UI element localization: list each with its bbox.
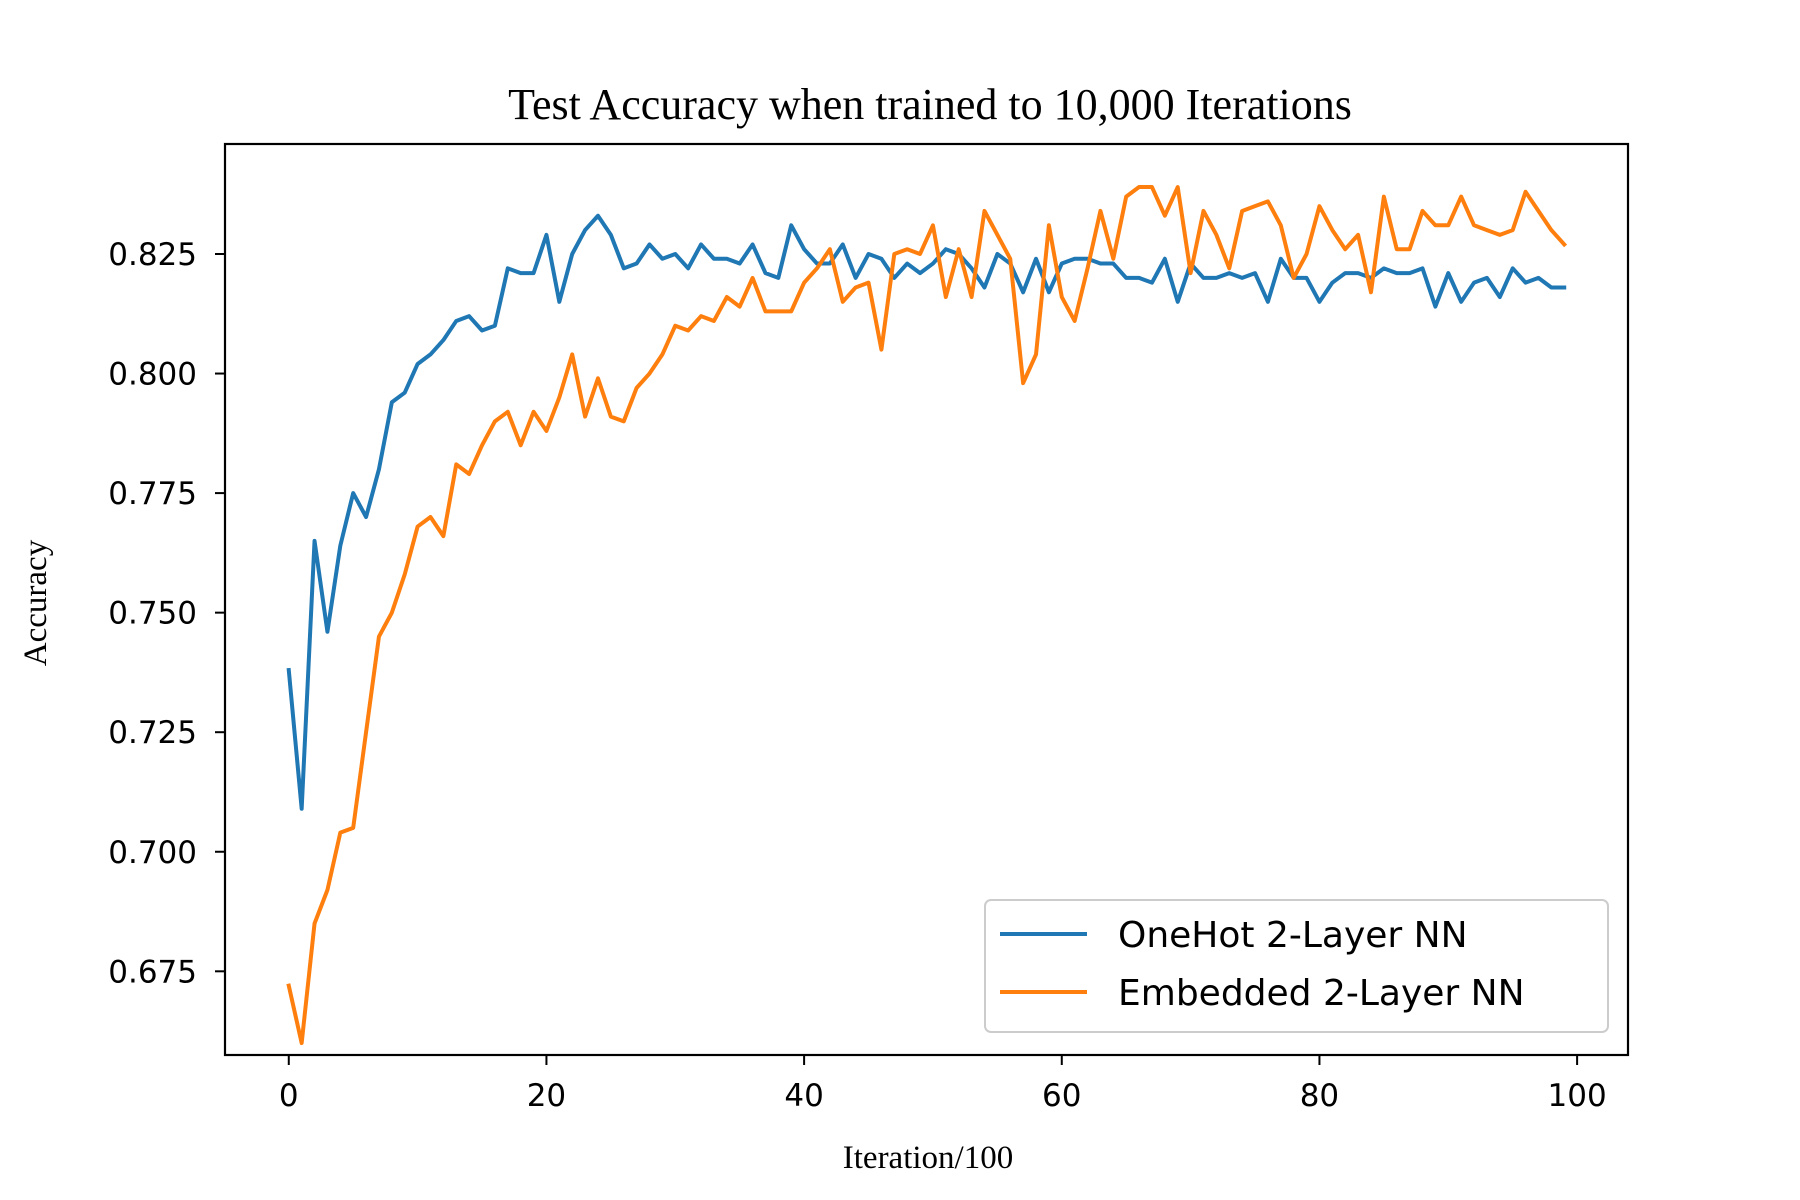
x-tick-label: 0 [279, 1078, 299, 1114]
y-tick-label: 0.700 [108, 835, 197, 871]
y-tick-label: 0.750 [108, 596, 197, 632]
plot-area [286, 185, 1568, 1046]
axes-frame [223, 142, 1630, 1057]
axes-ticks: 0 20 40 60 80 100 0.675 0.700 0.725 0.750 0.775 0.8… [108, 237, 1606, 1114]
y-tick-label: 0.725 [108, 715, 197, 751]
legend-label-embedded: Embedded 2-Layer NN [1118, 973, 1525, 1014]
y-tick-label: 0.775 [108, 476, 197, 512]
x-tick-label: 40 [784, 1078, 823, 1114]
y-tick-label: 0.825 [108, 237, 197, 273]
x-tick-label: 60 [1042, 1078, 1081, 1114]
x-tick-label: 100 [1548, 1078, 1607, 1114]
x-axis-label: Iteration/100 [843, 1140, 1013, 1176]
series-line-onehot [286, 213, 1567, 811]
legend-box [984, 899, 1609, 1033]
y-axis-label: Accuracy [18, 539, 54, 666]
legend: OneHot 2-Layer NN Embedded 2-Layer NN [984, 899, 1609, 1033]
x-tick-label: 80 [1300, 1078, 1339, 1114]
series-line-embedded [286, 185, 1568, 1046]
y-tick-label: 0.675 [108, 954, 197, 990]
chart-title: Test Accuracy when trained to 10,000 Ite… [508, 80, 1352, 129]
y-tick-label: 0.800 [108, 357, 197, 393]
legend-label-onehot: OneHot 2-Layer NN [1118, 915, 1468, 956]
x-tick-label: 20 [527, 1078, 566, 1114]
